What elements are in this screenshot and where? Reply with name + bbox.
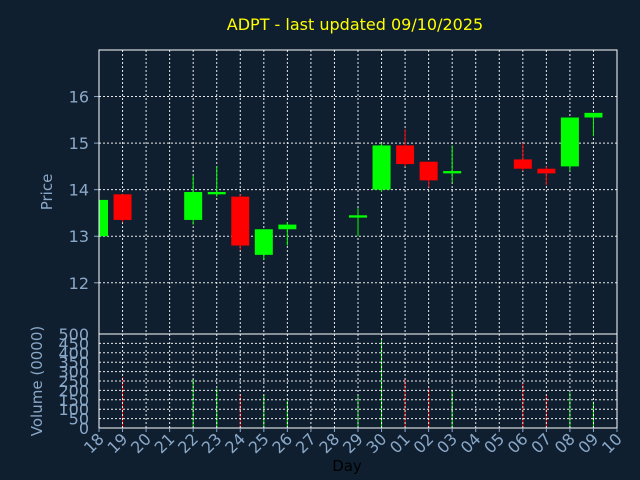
candle-body [99, 199, 108, 237]
x-axis-label: Day [332, 457, 362, 475]
candle-body [254, 229, 273, 255]
volume-tick-label: 400 [58, 344, 89, 363]
volume-axis-label: Volume (0000) [28, 326, 46, 436]
chart-title: ADPT - last updated 09/10/2025 [227, 15, 483, 34]
candle-body [231, 196, 250, 246]
volume-tick-label: 50 [69, 410, 89, 429]
candle-body [560, 117, 579, 167]
x-tick-labels: 1819202122232425262728293001020304050607… [80, 428, 626, 457]
price-tick-label: 13 [69, 227, 89, 246]
price-tick-label: 12 [69, 274, 89, 293]
volume-tick-label: 500 [58, 325, 89, 344]
candle-body [396, 145, 415, 165]
price-tick-label: 14 [69, 181, 89, 200]
volume-tick-label: 0 [79, 419, 89, 438]
candle-body [443, 171, 462, 174]
volume-tick-label: 150 [58, 391, 89, 410]
price-axis-label: Price [38, 174, 56, 211]
volume-tick-label: 350 [58, 353, 89, 372]
candle-body [207, 192, 226, 195]
candle-body [278, 224, 297, 230]
price-panel: 12 13 14 15 16 [69, 49, 618, 335]
candle-body [349, 215, 367, 218]
volume-tick-label: 200 [58, 381, 89, 400]
volume-tick-label: 250 [58, 372, 89, 391]
price-tick-label: 16 [69, 88, 89, 107]
volume-tick-label: 300 [58, 363, 89, 382]
candle-body [372, 145, 391, 190]
candle-body [584, 112, 603, 118]
candle-body [113, 194, 132, 220]
candle-body [419, 161, 438, 181]
candle-body [513, 159, 532, 169]
candle-body [537, 168, 556, 174]
volume-tick-label: 100 [58, 400, 89, 419]
volume-tick-label: 450 [58, 334, 89, 353]
candle-body [184, 192, 203, 220]
price-tick-label: 15 [69, 134, 89, 153]
